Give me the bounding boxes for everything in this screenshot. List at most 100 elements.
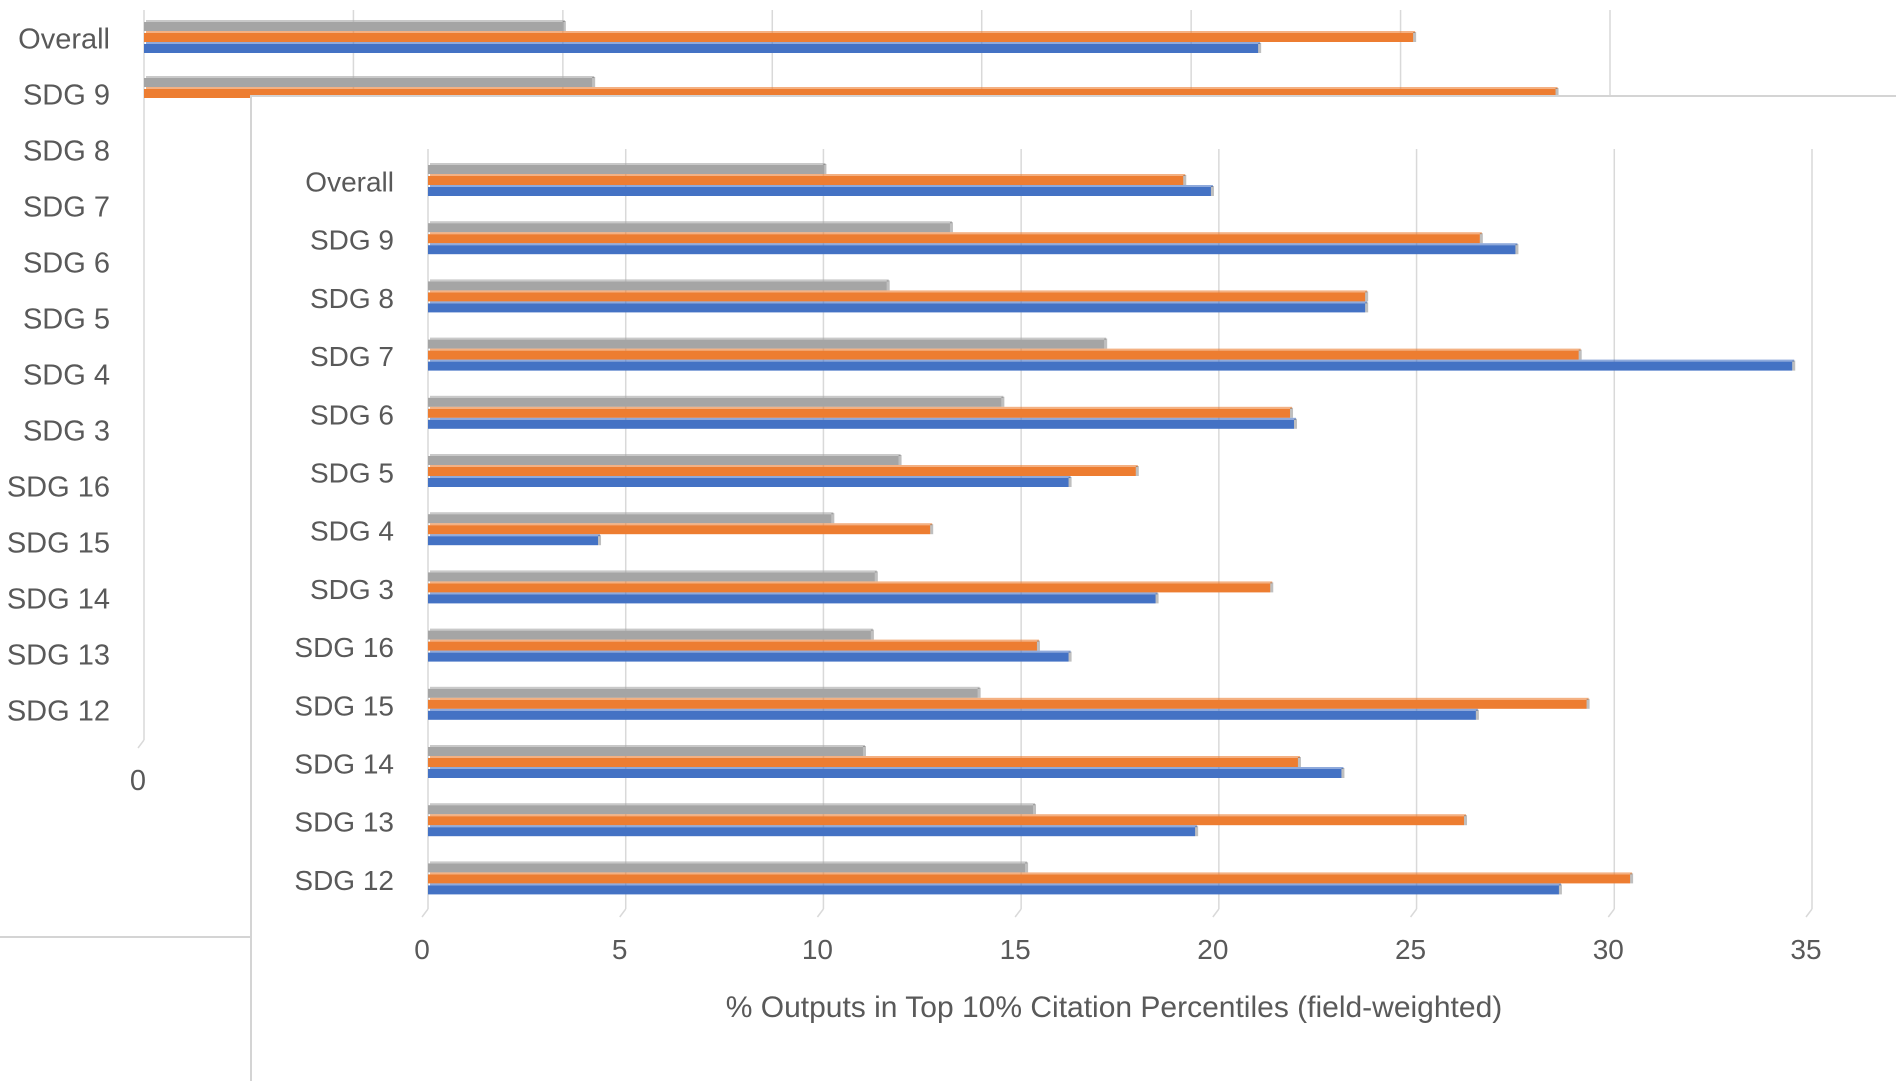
bar-end-cap <box>1068 477 1072 487</box>
x-tick-label: 0 <box>130 765 146 797</box>
bar-orange <box>428 467 1136 476</box>
axis-floor <box>1805 908 1813 918</box>
bar-orange <box>428 699 1587 709</box>
x-axis-title: % Outputs in Top 10% Citation Percentile… <box>726 991 1503 1024</box>
bar-orange <box>428 758 1298 767</box>
bar-top-edge <box>430 534 601 537</box>
category-label: SDG 9 <box>310 225 394 256</box>
bar-end-cap <box>1297 757 1301 767</box>
bar-top-edge <box>430 348 1581 351</box>
bar-top-edge <box>430 523 933 526</box>
bar-gray <box>428 165 824 174</box>
bar-end-cap <box>1792 360 1796 371</box>
bar-top-edge <box>430 417 1296 420</box>
bar-top-edge <box>430 301 1368 304</box>
x-tick-label: 25 <box>1395 934 1426 965</box>
bar-blue <box>428 361 1793 371</box>
bar-blue <box>428 478 1069 487</box>
bar-end-cap <box>562 21 566 31</box>
bar-end-cap <box>930 524 934 535</box>
bar-blue <box>428 303 1366 313</box>
bar-gray <box>428 456 899 465</box>
bar-top-edge <box>430 756 1300 758</box>
bar-end-cap <box>1025 862 1029 873</box>
bar-end-cap <box>592 77 596 87</box>
bar-top-edge <box>146 20 565 22</box>
bar-end-cap <box>949 222 953 233</box>
bar-top-edge <box>430 221 952 224</box>
bar-top-edge <box>430 767 1344 769</box>
bar-gray <box>428 630 871 640</box>
category-label: SDG 13 <box>7 640 110 672</box>
bar-gray <box>428 514 832 524</box>
bar-top-edge <box>430 686 980 689</box>
category-label: SDG 14 <box>294 749 394 780</box>
bar-top-edge <box>430 861 1028 864</box>
bar-top-edge <box>430 825 1198 828</box>
bar-top-edge <box>430 185 1213 187</box>
category-label: Overall <box>305 167 394 198</box>
bar-end-cap <box>1033 804 1037 815</box>
bar-orange <box>428 874 1631 884</box>
bar-end-cap <box>1135 466 1139 476</box>
bar-blue <box>428 594 1156 604</box>
x-tick-label: 20 <box>1197 934 1228 965</box>
bar-top-edge <box>430 639 1039 642</box>
bar-orange <box>428 176 1184 185</box>
category-label: SDG 16 <box>294 632 394 663</box>
bar-end-cap <box>1365 302 1369 313</box>
bar-blue <box>428 769 1342 778</box>
category-label: SDG 12 <box>7 696 110 728</box>
category-label: SDG 14 <box>7 584 110 616</box>
bar-end-cap <box>1036 640 1040 651</box>
bar-end-cap <box>598 535 602 546</box>
bar-top-edge <box>430 814 1467 817</box>
bar-end-cap <box>1104 338 1108 349</box>
bar-end-cap <box>1464 815 1468 826</box>
bar-end-cap <box>1515 244 1519 255</box>
bar-gray <box>428 863 1026 873</box>
bar-top-edge <box>430 395 1004 398</box>
bar-top-edge <box>146 87 1558 89</box>
bar-end-cap <box>1155 593 1159 604</box>
bar-blue <box>428 245 1516 255</box>
category-label: SDG 3 <box>23 416 110 448</box>
bar-end-cap <box>1258 43 1262 53</box>
category-label: SDG 8 <box>310 283 394 314</box>
bar-top-edge <box>430 803 1036 806</box>
bar-top-edge <box>430 872 1633 875</box>
category-label: Overall <box>18 24 110 56</box>
axis-floor <box>1212 908 1220 918</box>
bar-top-edge <box>430 337 1107 340</box>
bar-orange <box>428 583 1271 593</box>
bar-gray <box>428 805 1034 815</box>
bar-blue <box>428 419 1294 429</box>
category-label: SDG 7 <box>23 192 110 224</box>
bar-blue <box>428 827 1196 837</box>
bar-end-cap <box>1183 175 1187 185</box>
bar-blue <box>428 652 1069 662</box>
axis-floor <box>816 908 825 918</box>
category-label: SDG 7 <box>310 341 394 372</box>
bar-end-cap <box>1341 768 1345 778</box>
category-label: SDG 8 <box>23 136 110 168</box>
bar-top-edge <box>430 883 1561 886</box>
bar-top-edge <box>430 628 873 631</box>
axis-floor <box>1409 908 1418 918</box>
bar-end-cap <box>1578 349 1582 360</box>
bar-end-cap <box>1293 418 1297 429</box>
bar-top-edge <box>430 174 1186 176</box>
bar-end-cap <box>1630 873 1634 884</box>
bar-gray <box>428 223 950 233</box>
bar-top-edge <box>430 290 1368 293</box>
bar-top-edge <box>430 465 1138 467</box>
bar-end-cap <box>823 164 827 174</box>
front-chart: 0 5 10 15 20 25 30 35 Overall SDG 9 SDG 8 SDG 7 SDG … <box>294 149 1822 1024</box>
bar-top-edge <box>146 76 595 78</box>
x-tick-label: 35 <box>1790 934 1821 965</box>
bar-end-cap <box>1210 186 1214 196</box>
front-chart-panel: 0 5 10 15 20 25 30 35 Overall SDG 9 SDG 8 SDG 7 SDG … <box>250 95 1896 1081</box>
category-label: SDG 6 <box>310 399 394 430</box>
bar-orange <box>428 292 1366 302</box>
bar-end-cap <box>886 280 890 291</box>
